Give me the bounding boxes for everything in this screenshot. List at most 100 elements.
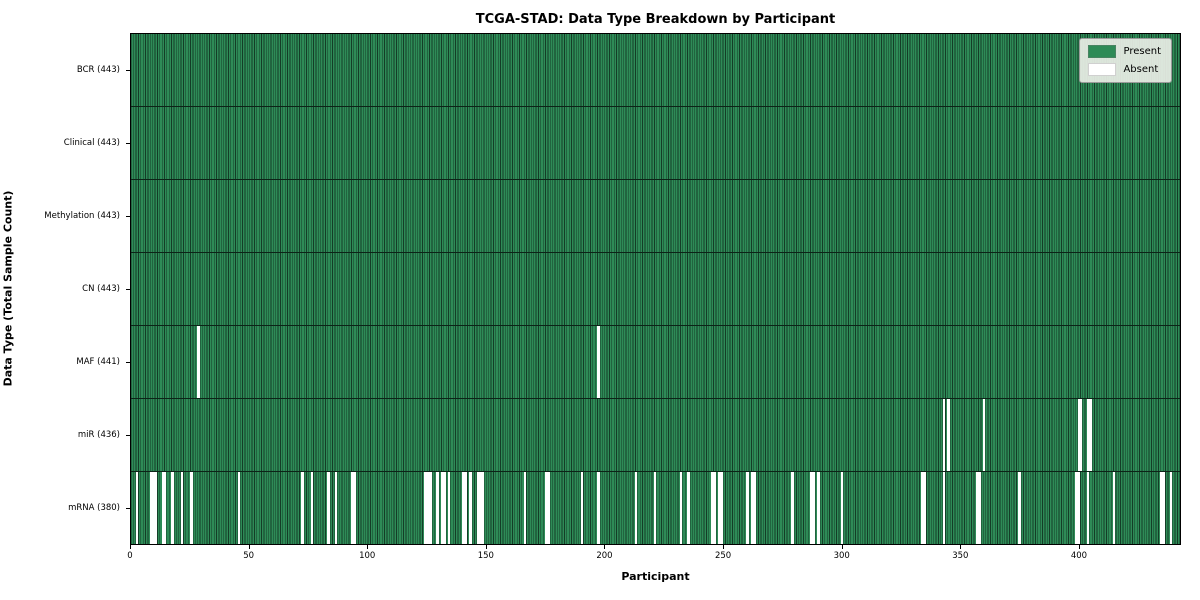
absent-cell — [301, 472, 304, 544]
y-tick-label: CN (443) — [82, 284, 120, 294]
x-tick-label: 200 — [596, 551, 613, 561]
absent-cell — [523, 472, 527, 544]
absent-cell — [180, 472, 184, 544]
y-tick-mark — [126, 142, 130, 144]
absent-cell — [1160, 472, 1163, 544]
x-tick-mark — [723, 545, 725, 549]
absent-cell — [1077, 399, 1080, 471]
absent-cell — [436, 472, 439, 544]
absent-cell — [1080, 399, 1083, 471]
x-tick-label: 400 — [1070, 551, 1088, 561]
absent-cell — [753, 472, 756, 544]
absent-cell — [152, 472, 155, 544]
absent-cell — [334, 472, 337, 544]
absent-cell — [1087, 472, 1090, 544]
x-tick-mark — [604, 545, 606, 549]
heatmap-row-Clinical — [131, 107, 1180, 180]
y-tick-label: Clinical (443) — [63, 137, 120, 148]
heatmap-rows — [131, 34, 1180, 544]
x-tick-mark — [248, 545, 250, 549]
x-tick-mark — [485, 545, 487, 549]
heatmap-row-mRNA — [131, 472, 1180, 544]
absent-cell — [161, 472, 165, 544]
x-axis-ticks: 0 50 100 150 200 250 300 350 400 — [127, 545, 1181, 569]
absent-cell — [443, 472, 446, 544]
legend: Present Absent — [1079, 38, 1172, 83]
absent-cell — [547, 472, 550, 544]
absent-cell — [923, 472, 927, 544]
absent-cell — [429, 472, 432, 544]
absent-cell — [635, 472, 638, 544]
absent-cell — [812, 472, 815, 544]
absent-cell — [469, 472, 472, 544]
y-axis-ticks: BCR (443) Clinical (443) Methylation (443)… — [0, 33, 130, 545]
absent-cell — [746, 472, 749, 544]
absent-cell — [149, 472, 153, 544]
absent-cell — [481, 472, 484, 544]
absent-cell — [190, 472, 193, 544]
absent-cell — [751, 472, 754, 544]
x-tick-label: 150 — [477, 551, 494, 561]
absent-cell — [353, 472, 356, 544]
absent-cell — [171, 472, 174, 544]
absent-cell — [351, 472, 354, 544]
chart-title: TCGA-STAD: Data Type Breakdown by Partic… — [475, 12, 836, 27]
plot-area: Present Absent — [130, 33, 1181, 545]
absent-cell — [424, 472, 427, 544]
absent-cell — [810, 472, 813, 544]
absent-cell — [478, 472, 482, 544]
absent-cell — [1113, 472, 1116, 544]
absent-cell — [947, 399, 950, 471]
x-tick-mark — [367, 545, 369, 549]
present-swatch — [1088, 45, 1117, 58]
absent-cell — [545, 472, 548, 544]
x-axis-label: Participant — [621, 570, 690, 583]
absent-cell — [942, 472, 946, 544]
absent-cell — [680, 472, 683, 544]
absent-cell — [1087, 399, 1090, 471]
absent-cell — [135, 472, 139, 544]
absent-cell — [580, 472, 583, 544]
absent-cell — [710, 472, 714, 544]
absent-cell — [982, 399, 986, 471]
y-tick-label: Methylation (443) — [44, 210, 120, 221]
absent-cell — [942, 399, 946, 471]
absent-swatch — [1088, 63, 1117, 76]
absent-cell — [1077, 472, 1080, 544]
y-tick-label: MAF (441) — [76, 357, 120, 368]
absent-cell — [164, 472, 167, 544]
x-tick-label: 100 — [359, 551, 376, 561]
x-tick-label: 350 — [952, 551, 969, 561]
absent-cell — [791, 472, 794, 544]
heatmap-row-MAF — [131, 326, 1180, 399]
absent-cell — [720, 472, 723, 544]
y-tick-label: miR (436) — [77, 430, 120, 441]
legend-label-absent: Absent — [1123, 64, 1159, 75]
absent-cell — [817, 472, 820, 544]
absent-cell — [717, 472, 721, 544]
absent-cell — [464, 472, 468, 544]
x-tick-mark — [841, 545, 843, 549]
x-tick-mark — [960, 545, 962, 549]
absent-cell — [448, 472, 451, 544]
y-tick-mark — [126, 508, 130, 510]
absent-cell — [654, 472, 657, 544]
heatmap-row-BCR — [131, 34, 1180, 107]
y-tick-mark — [126, 435, 130, 437]
absent-cell — [1162, 472, 1166, 544]
y-tick-mark — [126, 289, 130, 290]
absent-cell — [441, 472, 444, 544]
heatmap-row-Methylation — [131, 180, 1180, 253]
legend-label-present: Present — [1123, 46, 1161, 57]
x-tick-mark — [1078, 545, 1080, 549]
absent-cell — [426, 472, 430, 544]
absent-cell — [687, 472, 690, 544]
absent-cell — [1169, 472, 1173, 544]
x-tick-label: 300 — [833, 551, 850, 561]
absent-cell — [597, 326, 600, 398]
legend-item-absent: Absent — [1088, 63, 1161, 76]
legend-item-present: Present — [1088, 45, 1161, 58]
y-tick-mark — [126, 69, 130, 71]
x-tick-label: 0 — [127, 551, 133, 561]
